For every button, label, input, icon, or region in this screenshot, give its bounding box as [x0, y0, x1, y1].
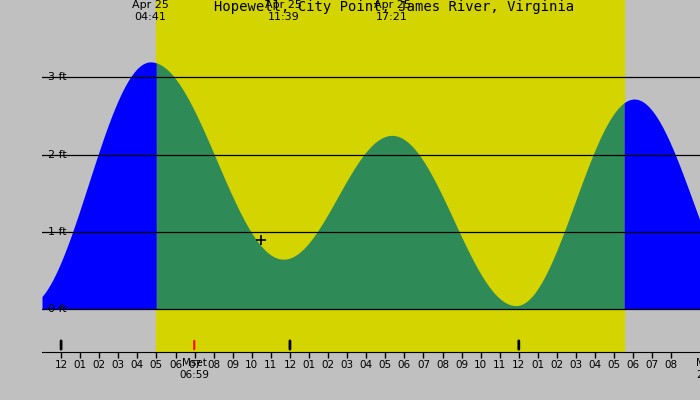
Text: 2 ft: 2 ft [48, 150, 66, 160]
Text: M
23: M 23 [696, 358, 700, 380]
Text: Hopewell, City Point, James River, Virginia: Hopewell, City Point, James River, Virgi… [214, 0, 574, 14]
Text: 3 ft: 3 ft [48, 72, 66, 82]
Text: Mset
06:59: Mset 06:59 [179, 358, 209, 380]
Text: 1 ft: 1 ft [48, 227, 66, 237]
Bar [156, 0, 624, 352]
Text: 0 ft: 0 ft [48, 304, 66, 314]
Text: Apr 25
17:21: Apr 25 17:21 [374, 0, 410, 22]
Text: Apr 25
11:39: Apr 25 11:39 [265, 0, 302, 22]
Text: Apr 25
04:41: Apr 25 04:41 [132, 0, 169, 22]
